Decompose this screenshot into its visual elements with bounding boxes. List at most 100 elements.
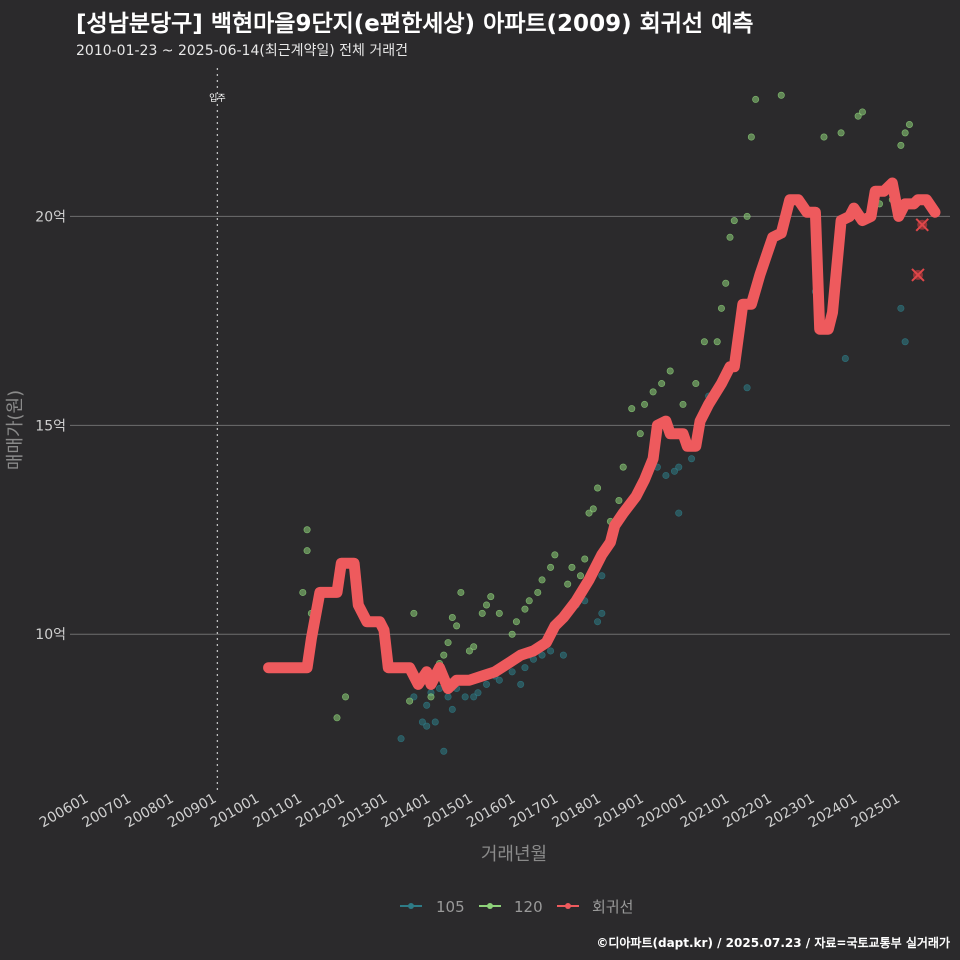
point-105 (675, 463, 683, 471)
point-105 (431, 718, 439, 726)
point-120 (512, 618, 520, 626)
point-120 (717, 304, 725, 312)
point-120 (589, 505, 597, 513)
legend-120-marker (487, 903, 493, 909)
legend: 105 120 회귀선 (400, 898, 633, 916)
point-105 (410, 693, 418, 701)
point-120 (303, 547, 311, 555)
point-105 (901, 338, 909, 346)
point-105 (517, 680, 525, 688)
y-axis-title: 매매가(원) (5, 390, 26, 470)
point-120 (495, 609, 503, 617)
point-105 (521, 664, 529, 672)
point-105 (461, 693, 469, 701)
point-105 (675, 509, 683, 517)
point-120 (649, 388, 657, 396)
point-120 (547, 563, 555, 571)
point-120 (457, 588, 465, 596)
point-120 (594, 484, 602, 492)
point-120 (508, 630, 516, 638)
legend-regression-label: 회귀선 (592, 898, 633, 916)
point-120 (730, 217, 738, 225)
chart-title: [성남분당구] 백현마을9단지(e편한세상) 아파트(2009) 회귀선 예측 (76, 11, 754, 37)
source-caption: ©디아파트(dapt.kr) / 2025.07.23 / 자료=국토교통부 실… (596, 936, 950, 950)
point-120 (538, 576, 546, 584)
x-tick-label: 202501 (849, 791, 903, 832)
point-105 (670, 467, 678, 475)
point-120 (726, 233, 734, 241)
point-105 (508, 668, 516, 676)
x-tick-labels: 2006012007012008012009012010012011012012… (37, 791, 903, 832)
point-105 (423, 722, 431, 730)
chart-subtitle: 2010-01-23 ~ 2025-06-14(최근계약일) 전체 거래건 (76, 43, 408, 59)
point-120 (692, 380, 700, 388)
point-120 (534, 588, 542, 596)
point-105 (538, 651, 546, 659)
point-120 (897, 141, 905, 149)
point-120 (342, 693, 350, 701)
legend-regression-marker (565, 903, 571, 909)
point-120 (615, 497, 623, 505)
point-120 (658, 380, 666, 388)
point-120 (551, 551, 559, 559)
point-120 (820, 133, 828, 141)
legend-105-marker (408, 903, 414, 909)
point-105 (662, 471, 670, 479)
point-105 (470, 693, 478, 701)
point-105 (688, 455, 696, 463)
point-120 (453, 622, 461, 630)
point-120 (568, 563, 576, 571)
point-105 (547, 647, 555, 655)
point-120 (581, 555, 589, 563)
point-105 (418, 718, 426, 726)
point-105 (440, 747, 448, 755)
point-120 (628, 405, 636, 413)
point-120 (525, 597, 533, 605)
point-120 (905, 120, 913, 128)
point-120 (636, 430, 644, 438)
point-105 (559, 651, 567, 659)
point-120 (713, 338, 721, 346)
point-105 (598, 609, 606, 617)
point-120 (444, 639, 452, 647)
point-120 (483, 601, 491, 609)
point-120 (837, 129, 845, 137)
point-120 (777, 91, 785, 99)
point-120 (576, 572, 584, 580)
point-105 (444, 693, 452, 701)
x-axis-title: 거래년월 (481, 844, 547, 865)
point-120 (470, 643, 478, 651)
prediction-markers (911, 218, 929, 282)
point-120 (440, 651, 448, 659)
point-105 (474, 689, 482, 697)
point-105 (743, 384, 751, 392)
point-120 (333, 714, 341, 722)
point-120 (700, 338, 708, 346)
point-120 (743, 212, 751, 220)
point-120 (410, 609, 418, 617)
point-105 (495, 676, 503, 684)
point-105 (483, 680, 491, 688)
point-120 (427, 693, 435, 701)
legend-120-label: 120 (514, 898, 543, 916)
point-120 (752, 95, 760, 103)
prediction-cross (915, 218, 929, 232)
point-120 (406, 697, 414, 705)
point-120 (722, 279, 730, 287)
point-120 (465, 647, 473, 655)
point-120 (666, 367, 674, 375)
point-120 (747, 133, 755, 141)
prediction-cross (911, 268, 925, 282)
point-120 (448, 614, 456, 622)
point-105 (397, 735, 405, 743)
point-120 (854, 112, 862, 120)
point-105 (594, 618, 602, 626)
point-120 (299, 588, 307, 596)
point-120 (641, 400, 649, 408)
point-120 (521, 605, 529, 613)
point-105 (448, 705, 456, 713)
point-120 (619, 463, 627, 471)
move-in-label: 입주 (209, 92, 226, 104)
point-120 (478, 609, 486, 617)
